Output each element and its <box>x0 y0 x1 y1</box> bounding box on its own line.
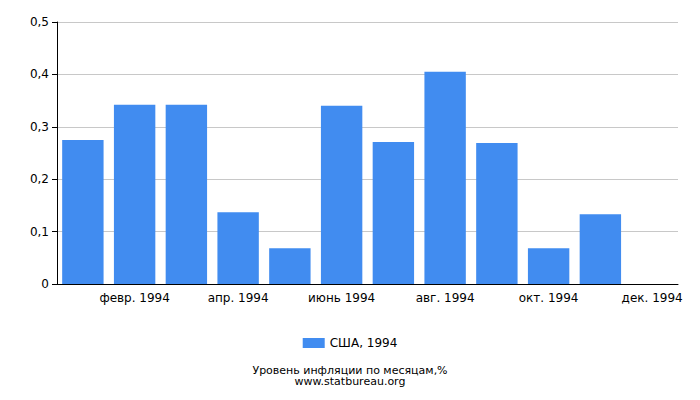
svg-text:США, 1994: США, 1994 <box>330 336 398 350</box>
svg-text:0,3: 0,3 <box>30 120 49 134</box>
svg-text:июнь 1994: июнь 1994 <box>308 291 375 305</box>
svg-text:февр. 1994: февр. 1994 <box>99 291 170 305</box>
svg-text:апр. 1994: апр. 1994 <box>208 291 269 305</box>
svg-text:0,5: 0,5 <box>30 15 49 29</box>
svg-text:0: 0 <box>41 277 49 291</box>
svg-text:Уровень инфляции по месяцам,%: Уровень инфляции по месяцам,% <box>252 364 448 377</box>
svg-text:0,1: 0,1 <box>30 225 49 239</box>
svg-text:окт. 1994: окт. 1994 <box>519 291 579 305</box>
svg-text:авг. 1994: авг. 1994 <box>416 291 475 305</box>
svg-text:www.statbureau.org: www.statbureau.org <box>295 375 406 388</box>
svg-text:0,2: 0,2 <box>30 172 49 186</box>
svg-text:дек. 1994: дек. 1994 <box>622 291 683 305</box>
svg-text:0,4: 0,4 <box>30 67 49 81</box>
